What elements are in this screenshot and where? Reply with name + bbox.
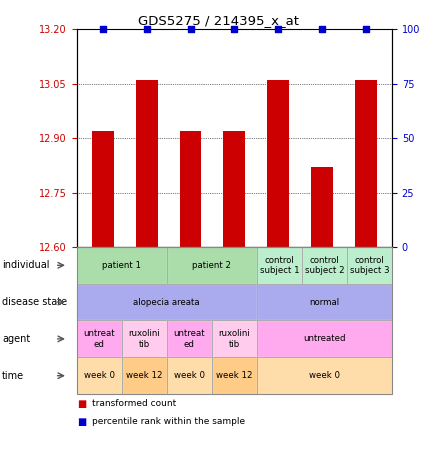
Text: week 12: week 12 [216,371,253,380]
Text: control
subject 3: control subject 3 [350,255,389,275]
Text: normal: normal [309,298,339,307]
Text: GDS5275 / 214395_x_at: GDS5275 / 214395_x_at [138,14,300,27]
Bar [180,131,201,247]
Text: percentile rank within the sample: percentile rank within the sample [92,417,245,426]
Bar [136,80,158,247]
Text: ■: ■ [77,417,86,427]
Text: ruxolini
tib: ruxolini tib [219,329,250,349]
Bar [311,167,333,247]
Text: time: time [2,371,25,381]
Text: disease state: disease state [2,297,67,307]
Point [99,26,106,33]
Bar [92,131,114,247]
Bar [355,80,377,247]
Text: week 0: week 0 [174,371,205,380]
Text: patient 2: patient 2 [192,261,231,270]
Text: control
subject 1: control subject 1 [260,255,299,275]
Bar [223,131,245,247]
Point [143,26,150,33]
Point [318,26,325,33]
Bar [267,80,289,247]
Text: ■: ■ [77,399,86,409]
Point [275,26,282,33]
Text: individual: individual [2,260,49,270]
Text: week 0: week 0 [309,371,340,380]
Text: control
subject 2: control subject 2 [304,255,344,275]
Text: untreat
ed: untreat ed [173,329,205,349]
Text: transformed count: transformed count [92,399,176,408]
Point [362,26,369,33]
Point [231,26,238,33]
Text: agent: agent [2,334,30,344]
Text: week 0: week 0 [84,371,115,380]
Text: alopecia areata: alopecia areata [134,298,200,307]
Text: untreated: untreated [303,334,346,343]
Text: ruxolini
tib: ruxolini tib [128,329,160,349]
Text: week 12: week 12 [126,371,162,380]
Text: untreat
ed: untreat ed [83,329,115,349]
Text: patient 1: patient 1 [102,261,141,270]
Point [187,26,194,33]
